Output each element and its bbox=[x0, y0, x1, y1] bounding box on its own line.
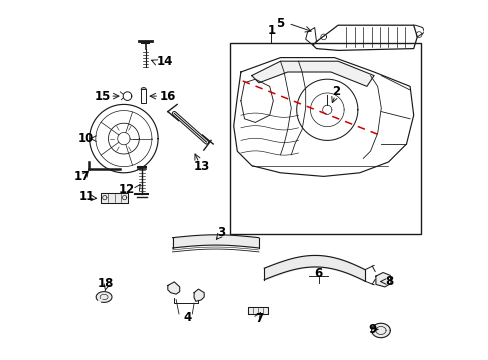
Polygon shape bbox=[194, 289, 204, 301]
Text: 7: 7 bbox=[254, 312, 263, 325]
Polygon shape bbox=[247, 307, 267, 314]
Polygon shape bbox=[251, 61, 373, 86]
Text: 1: 1 bbox=[267, 24, 275, 37]
Polygon shape bbox=[371, 323, 389, 338]
Text: 6: 6 bbox=[314, 267, 322, 280]
Text: 13: 13 bbox=[194, 160, 210, 173]
Polygon shape bbox=[101, 193, 128, 203]
Text: 8: 8 bbox=[384, 275, 392, 288]
Text: 18: 18 bbox=[98, 277, 114, 290]
Text: 11: 11 bbox=[79, 190, 95, 203]
Polygon shape bbox=[96, 292, 112, 302]
Text: 10: 10 bbox=[77, 132, 93, 145]
Text: 16: 16 bbox=[160, 90, 176, 103]
Text: 3: 3 bbox=[217, 226, 224, 239]
Text: 15: 15 bbox=[95, 90, 111, 103]
Bar bbox=[230, 43, 420, 234]
Bar bbox=[141, 89, 146, 103]
Text: 17: 17 bbox=[74, 170, 90, 183]
Polygon shape bbox=[375, 273, 390, 287]
Text: 5: 5 bbox=[276, 17, 284, 30]
Text: 4: 4 bbox=[183, 311, 192, 324]
Text: 12: 12 bbox=[118, 183, 134, 195]
Text: 9: 9 bbox=[368, 323, 376, 336]
Text: 2: 2 bbox=[331, 85, 340, 98]
Polygon shape bbox=[167, 282, 179, 294]
Text: 14: 14 bbox=[156, 55, 172, 68]
